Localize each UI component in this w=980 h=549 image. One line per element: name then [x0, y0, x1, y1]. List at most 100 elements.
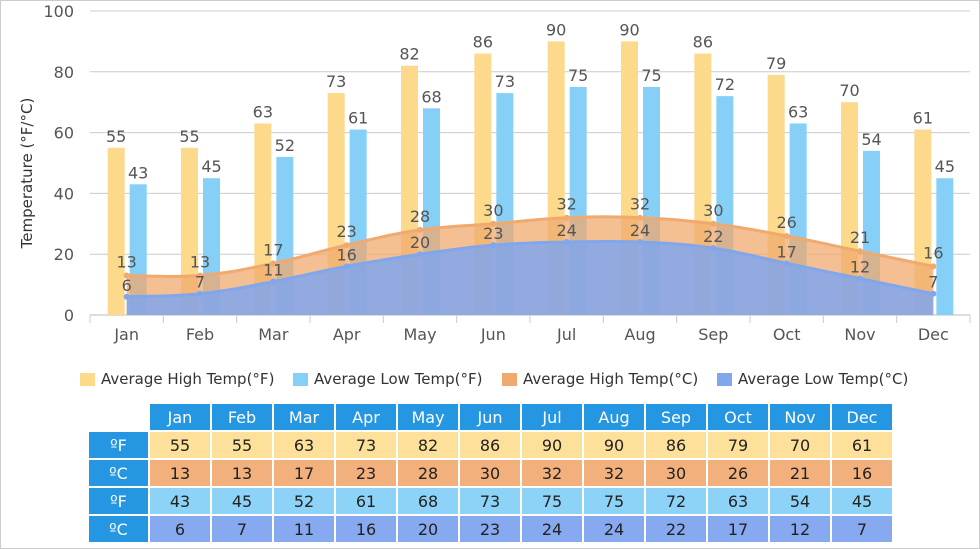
- legend-label: Average High Temp(°F): [101, 370, 275, 388]
- table-header-cell: May: [398, 404, 458, 430]
- legend-label: Average Low Temp(°F): [314, 370, 483, 388]
- data-point: [270, 278, 277, 285]
- table-row: ºF 55 55 63 73 82 86 90 90 86 79 70 61: [89, 432, 892, 458]
- data-label: 24: [630, 221, 650, 240]
- table-header-cell: Oct: [708, 404, 768, 430]
- data-label: 12: [850, 258, 870, 277]
- table-cell: 63: [708, 488, 768, 514]
- table-cell: 55: [212, 432, 272, 458]
- table-cell: 54: [770, 488, 830, 514]
- data-label: 20: [410, 233, 430, 252]
- data-point: [857, 248, 863, 255]
- table-header-cell: Dec: [832, 404, 892, 430]
- table-cell: 24: [522, 516, 582, 542]
- data-label: 6: [122, 276, 132, 295]
- data-label: 22: [703, 227, 723, 246]
- table-cell: 23: [460, 516, 520, 542]
- data-point: [343, 242, 350, 249]
- table-cell: 90: [522, 432, 582, 458]
- table-cell: 61: [336, 488, 396, 514]
- data-point: [490, 220, 497, 227]
- bar-high-f: [181, 147, 198, 315]
- table-header-cell: Feb: [212, 404, 272, 430]
- table-cell: 43: [150, 488, 210, 514]
- data-label: 79: [766, 54, 786, 73]
- table-cell: 7: [212, 516, 272, 542]
- legend-item[interactable]: Average Low Temp(°F): [293, 370, 482, 388]
- table-cell: 13: [212, 460, 272, 486]
- data-label: 55: [106, 127, 126, 146]
- table-cell: 75: [522, 488, 582, 514]
- data-point: [710, 220, 717, 227]
- temperature-table: Jan Feb Mar Apr May Jun Jul Aug Sep Oct Nov Dec ºF 55…: [87, 402, 894, 544]
- data-label: 32: [630, 195, 650, 214]
- table-cell: 30: [646, 460, 706, 486]
- data-point: [270, 260, 277, 267]
- data-label: 16: [336, 245, 356, 264]
- legend-swatch: [293, 372, 308, 386]
- data-label: 45: [201, 157, 221, 176]
- data-label: 17: [263, 240, 283, 259]
- data-point: [123, 293, 130, 300]
- data-point: [637, 239, 643, 246]
- area-low-c: [126, 241, 934, 315]
- table-row-label: ºC: [89, 516, 148, 542]
- temperature-chart: 0 20 40 60 80 100 Temperature (°F/°C) Jan Feb Mar…: [18, 2, 971, 344]
- table-cell: 86: [646, 432, 706, 458]
- bar-high-f: [107, 147, 125, 315]
- y-axis-title: Temperature (°F/°C): [18, 98, 36, 250]
- x-tick-label: Mar: [258, 325, 289, 344]
- table-cell: 16: [336, 516, 396, 542]
- table-header-cell: Aug: [584, 404, 644, 430]
- data-label: 90: [619, 20, 639, 39]
- table-header-cell: Apr: [336, 404, 396, 430]
- legend-swatch: [502, 372, 517, 386]
- data-label: 72: [715, 75, 735, 94]
- x-tick-label: May: [403, 325, 436, 344]
- table-row: ºC 6 7 11 16 20 23 24 24 22 17 12 7: [89, 516, 892, 542]
- x-tick-label: Feb: [186, 325, 214, 344]
- table-cell: 24: [584, 516, 644, 542]
- table-cell: 86: [460, 432, 520, 458]
- data-label: 26: [776, 213, 796, 232]
- table-row-label: ºF: [89, 432, 148, 458]
- area-line: [126, 239, 934, 299]
- data-label: 30: [703, 201, 723, 220]
- data-point: [930, 263, 937, 270]
- data-label: 73: [326, 72, 346, 91]
- data-point: [783, 260, 790, 267]
- table-header-cell: Jul: [522, 404, 582, 430]
- data-point: [930, 290, 937, 297]
- table-cell: 20: [398, 516, 458, 542]
- y-tick-label: 80: [54, 63, 74, 82]
- data-label: 82: [399, 45, 419, 64]
- legend-swatch: [717, 372, 732, 386]
- table-cell: 17: [708, 516, 768, 542]
- legend-item[interactable]: Average High Temp(°C): [502, 370, 698, 388]
- legend: Average High Temp(°F) Average Low Temp(°F…: [0, 370, 980, 390]
- data-label: 11: [263, 261, 283, 280]
- table-cell: 23: [336, 460, 396, 486]
- table-cell: 73: [460, 488, 520, 514]
- x-tick-label: Aug: [624, 325, 655, 344]
- table-cell: 73: [336, 432, 396, 458]
- data-label: 24: [556, 221, 576, 240]
- data-label: 45: [935, 157, 955, 176]
- x-tick-label: Apr: [333, 325, 361, 344]
- bar-low-f: [936, 178, 954, 315]
- table-cell: 52: [274, 488, 334, 514]
- legend-item[interactable]: Average Low Temp(°C): [717, 370, 908, 388]
- table-cell: 16: [832, 460, 892, 486]
- data-label: 68: [421, 87, 441, 106]
- table-header-cell: Sep: [646, 404, 706, 430]
- legend-item[interactable]: Average High Temp(°F): [80, 370, 274, 388]
- data-point: [417, 251, 423, 258]
- data-label: 63: [253, 102, 273, 121]
- table-cell: 21: [770, 460, 830, 486]
- table-cell: 7: [832, 516, 892, 542]
- table-cell: 30: [460, 460, 520, 486]
- legend-swatch: [80, 372, 95, 386]
- data-label: 23: [336, 222, 356, 241]
- data-point: [197, 290, 203, 297]
- data-label: 32: [556, 195, 576, 214]
